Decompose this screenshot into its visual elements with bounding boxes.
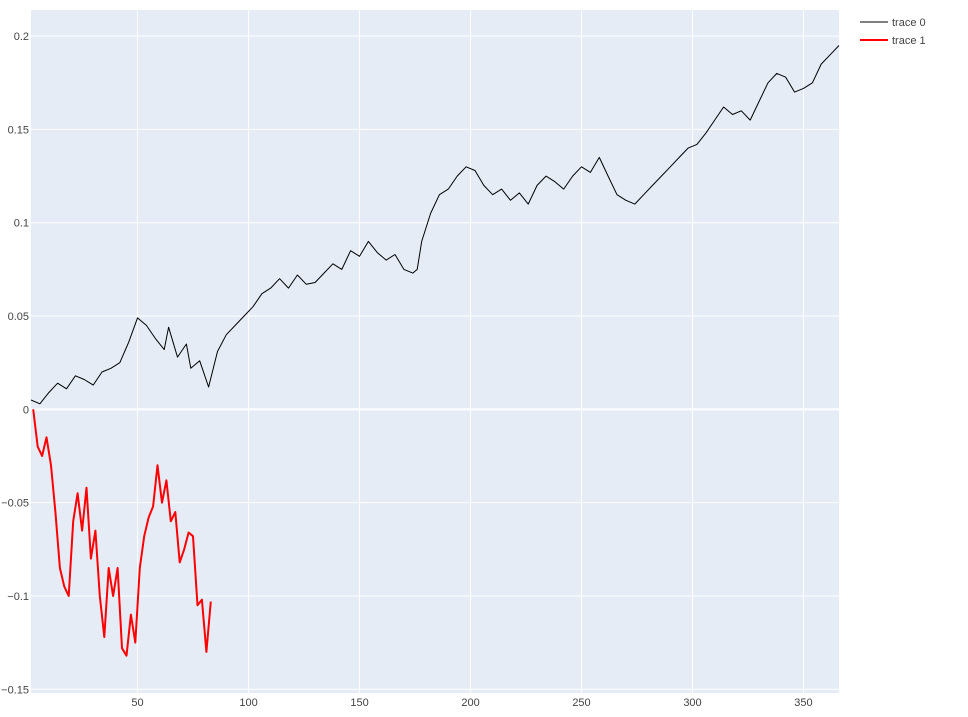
y-tick-label: 0.1: [14, 218, 29, 230]
x-tick-label: 200: [461, 697, 479, 709]
y-tick-label: 0.05: [8, 311, 29, 323]
series-group: [30, 45, 840, 657]
x-tick-label: 350: [794, 697, 812, 709]
y-axis-ticks: −0.15 −0.1 −0.05 0 0.05 0.1 0.15 0.2: [1, 31, 29, 696]
x-tick-label: 100: [239, 697, 257, 709]
x-axis-ticks: 50 100 150 200 250 300 350: [131, 697, 812, 709]
x-tick-label: 50: [131, 697, 143, 709]
legend[interactable]: trace 0 trace 1: [860, 17, 926, 47]
gridlines: [31, 10, 839, 693]
y-tick-label: 0.2: [14, 31, 29, 43]
legend-item-trace-0[interactable]: trace 0: [860, 17, 926, 29]
y-tick-label: −0.15: [1, 684, 29, 696]
legend-item-trace-1[interactable]: trace 1: [860, 35, 926, 47]
plot-area-background: [31, 10, 839, 693]
y-tick-label: 0.15: [8, 124, 29, 136]
series-line-trace-0: [30, 45, 840, 405]
y-tick-label: 0: [23, 404, 29, 416]
x-tick-label: 300: [683, 697, 701, 709]
series-line-trace-1: [32, 409, 212, 657]
x-tick-label: 250: [572, 697, 590, 709]
y-tick-label: −0.05: [1, 498, 29, 510]
legend-label: trace 1: [892, 35, 926, 47]
x-tick-label: 150: [350, 697, 368, 709]
y-tick-label: −0.1: [7, 591, 29, 603]
legend-label: trace 0: [892, 17, 926, 29]
